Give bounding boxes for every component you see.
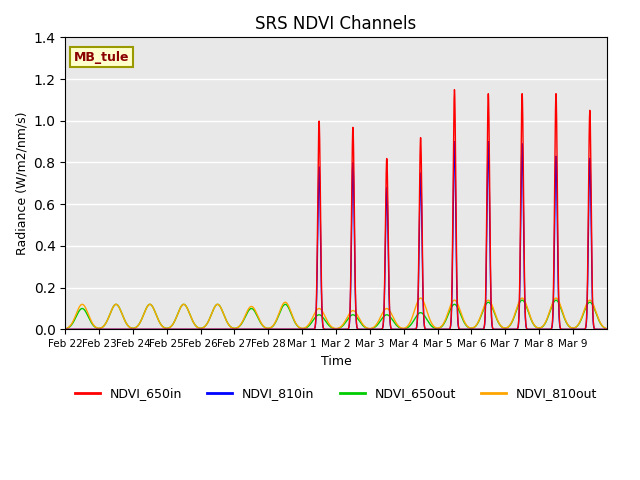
Line: NDVI_650in: NDVI_650in: [65, 90, 607, 329]
NDVI_810in: [405, 326, 413, 332]
Text: MB_tule: MB_tule: [74, 51, 129, 64]
NDVI_810in: [172, 326, 180, 332]
NDVI_650out: [603, 326, 611, 332]
Line: NDVI_810out: NDVI_810out: [65, 298, 607, 329]
NDVI_810in: [61, 326, 69, 332]
Y-axis label: Radiance (W/m2/nm/s): Radiance (W/m2/nm/s): [15, 111, 28, 255]
NDVI_810out: [172, 315, 180, 321]
NDVI_650in: [488, 315, 495, 321]
NDVI_650out: [61, 326, 69, 332]
NDVI_650in: [603, 326, 611, 332]
NDVI_810in: [484, 139, 492, 144]
NDVI_650out: [520, 299, 528, 304]
NDVI_810out: [597, 321, 605, 326]
NDVI_650out: [552, 297, 560, 303]
NDVI_810in: [520, 264, 528, 270]
NDVI_650in: [61, 326, 69, 332]
NDVI_810in: [488, 318, 495, 324]
NDVI_810out: [61, 326, 69, 332]
Title: SRS NDVI Channels: SRS NDVI Channels: [255, 15, 417, 33]
NDVI_810in: [453, 292, 461, 298]
Line: NDVI_650out: NDVI_650out: [65, 300, 607, 329]
NDVI_810out: [405, 321, 413, 327]
NDVI_650in: [597, 326, 605, 332]
NDVI_810in: [603, 326, 611, 332]
NDVI_810out: [552, 295, 560, 301]
NDVI_650out: [488, 303, 495, 309]
NDVI_810out: [520, 297, 528, 302]
NDVI_650out: [453, 303, 461, 309]
NDVI_650out: [172, 315, 180, 321]
Legend: NDVI_650in, NDVI_810in, NDVI_650out, NDVI_810out: NDVI_650in, NDVI_810in, NDVI_650out, NDV…: [70, 382, 602, 405]
NDVI_810out: [453, 300, 461, 305]
NDVI_650in: [405, 326, 413, 332]
NDVI_650in: [453, 292, 461, 298]
NDVI_650in: [520, 248, 528, 253]
Line: NDVI_810in: NDVI_810in: [65, 142, 607, 329]
NDVI_650in: [451, 87, 458, 93]
NDVI_810in: [597, 326, 605, 332]
X-axis label: Time: Time: [321, 355, 351, 368]
NDVI_650out: [597, 321, 605, 327]
NDVI_650in: [172, 326, 180, 332]
NDVI_810out: [488, 301, 495, 307]
NDVI_810out: [603, 326, 611, 332]
NDVI_650out: [405, 324, 413, 329]
